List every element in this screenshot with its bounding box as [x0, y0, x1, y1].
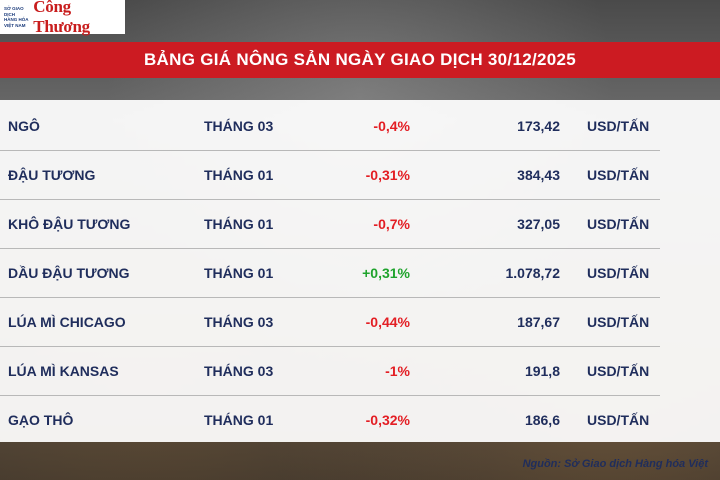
brand-name: Công Thương — [33, 0, 90, 36]
contract-month: THÁNG 01 — [204, 167, 274, 183]
price-unit: USD/TẤN — [587, 118, 650, 134]
table-row: GẠO THÔ THÁNG 01 -0,32% 186,6 USD/TẤN — [0, 399, 720, 441]
title-banner: BẢNG GIÁ NÔNG SẢN NGÀY GIAO DỊCH 30/12/2… — [0, 42, 720, 78]
price-change: -1% — [385, 363, 410, 379]
commodity-name: ĐẬU TƯƠNG — [8, 167, 96, 183]
contract-month: THÁNG 03 — [204, 363, 274, 379]
price-change: -0,7% — [373, 216, 410, 232]
price-table: NGÔ THÁNG 03 -0,4% 173,42 USD/TẤN ĐẬU TƯƠNG TH… — [0, 100, 720, 442]
price-change: +0,31% — [362, 265, 410, 281]
logo-line-2: HÀNG HÓA — [4, 17, 29, 22]
price-change: -0,44% — [365, 314, 410, 330]
source-note: Nguồn: Sở Giao dịch Hàng hóa Việt — [522, 458, 708, 470]
contract-month: THÁNG 01 — [204, 216, 274, 232]
table-row: DẦU ĐẬU TƯƠNG THÁNG 01 +0,31% 1.078,72 USD/T… — [0, 252, 720, 298]
price-value: 327,05 — [517, 216, 560, 232]
table-row: NGÔ THÁNG 03 -0,4% 173,42 USD/TẤN — [0, 105, 720, 151]
price-unit: USD/TẤN — [587, 216, 650, 232]
commodity-name: LÚA MÌ CHICAGO — [8, 314, 126, 330]
table-row: ĐẬU TƯƠNG THÁNG 01 -0,31% 384,43 USD/TẤN — [0, 154, 720, 200]
table-row: LÚA MÌ KANSAS THÁNG 03 -1% 191,8 USD/TẤN — [0, 350, 720, 396]
price-value: 173,42 — [517, 118, 560, 134]
logo-line-1: SỞ GIAO DỊCH — [4, 6, 24, 17]
price-change: -0,31% — [365, 167, 410, 183]
publisher-logo: SỞ GIAO DỊCH HÀNG HÓA VIỆT NAM Công Thươ… — [0, 0, 125, 36]
commodity-name: LÚA MÌ KANSAS — [8, 363, 119, 379]
exchange-logo-icon: SỞ GIAO DỊCH HÀNG HÓA VIỆT NAM — [4, 4, 30, 30]
commodity-name: NGÔ — [8, 118, 40, 134]
price-unit: USD/TẤN — [587, 265, 650, 281]
price-unit: USD/TẤN — [587, 167, 650, 183]
contract-month: THÁNG 01 — [204, 412, 274, 428]
table-row: KHÔ ĐẬU TƯƠNG THÁNG 01 -0,7% 327,05 USD/TẤN — [0, 203, 720, 249]
table-row: LÚA MÌ CHICAGO THÁNG 03 -0,44% 187,67 USD/TẤ… — [0, 301, 720, 347]
contract-month: THÁNG 03 — [204, 314, 274, 330]
commodity-name: GẠO THÔ — [8, 412, 74, 428]
contract-month: THÁNG 03 — [204, 118, 274, 134]
page-title: BẢNG GIÁ NÔNG SẢN NGÀY GIAO DỊCH 30/12/2… — [143, 50, 577, 69]
price-change: -0,32% — [365, 412, 410, 428]
price-change: -0,4% — [373, 118, 410, 134]
price-value: 191,8 — [524, 363, 560, 379]
contract-month: THÁNG 01 — [204, 265, 274, 281]
price-value: 187,67 — [517, 314, 560, 330]
price-unit: USD/TẤN — [587, 314, 650, 330]
price-value: 384,43 — [517, 167, 560, 183]
price-value: 1.078,72 — [505, 265, 561, 281]
commodity-name: KHÔ ĐẬU TƯƠNG — [8, 216, 131, 232]
price-unit: USD/TẤN — [587, 363, 650, 379]
logo-line-3: VIỆT NAM — [4, 22, 26, 28]
commodity-name: DẦU ĐẬU TƯƠNG — [8, 265, 130, 281]
price-unit: USD/TẤN — [587, 412, 650, 428]
price-value: 186,6 — [524, 412, 560, 428]
